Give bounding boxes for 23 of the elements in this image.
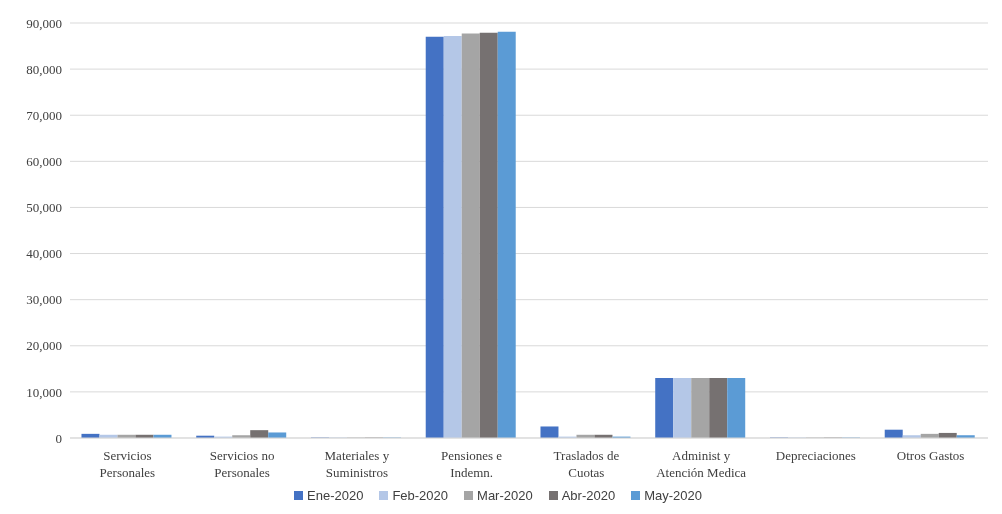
legend-label: Feb-2020	[391, 488, 449, 503]
legend-label: Abr-2020	[560, 488, 616, 503]
y-tick-label: 20,000	[26, 338, 62, 354]
y-tick-label: 50,000	[26, 200, 62, 216]
x-tick-label: Servicios Personales	[99, 448, 156, 480]
y-tick-label: 40,000	[26, 246, 62, 262]
legend-label: Ene-2020	[306, 488, 364, 503]
y-tick-label: 90,000	[26, 15, 62, 31]
y-tick-label: 70,000	[26, 107, 62, 123]
y-tick-label: 0	[55, 430, 62, 446]
x-tick-label: Servicios no Personales	[209, 448, 275, 480]
x-tick-label: Administ y Atención Medica	[656, 448, 747, 480]
legend-label: Mar-2020	[476, 488, 533, 503]
y-tick-label: 30,000	[26, 292, 62, 308]
x-tick-label: Depreciaciones	[775, 448, 856, 463]
x-tick-label: Materiales y Suministros	[324, 448, 390, 480]
y-tick-label: 80,000	[26, 61, 62, 77]
y-tick-label: 60,000	[26, 153, 62, 169]
x-tick-label: Otros Gastos	[896, 448, 965, 463]
x-tick-label: Traslados de Cuotas	[553, 448, 620, 480]
legend-label: May-2020	[643, 488, 702, 503]
x-tick-label: Pensiones e Indemn.	[441, 448, 503, 480]
y-tick-label: 10,000	[26, 384, 62, 400]
